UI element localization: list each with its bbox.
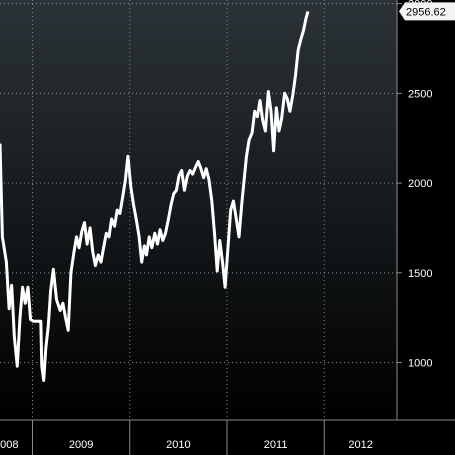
y-tick-label: 1500 <box>408 268 432 280</box>
x-tick-label: 2012 <box>348 439 372 451</box>
y-tick-label: 1000 <box>408 358 432 370</box>
last-value-text: 2956.62 <box>406 6 446 18</box>
x-axis: 2008 2009 2010 2011 2012 <box>0 419 455 455</box>
last-value-label: 2956.62 <box>399 2 455 21</box>
x-tick-label: 2008 <box>0 439 18 451</box>
x-tick-label: 2009 <box>69 439 93 451</box>
plot-background <box>0 0 397 420</box>
y-tick-label: 2500 <box>408 88 432 100</box>
x-tick-label: 2010 <box>166 439 190 451</box>
x-tick-label: 2011 <box>264 439 288 451</box>
series-line <box>0 10 310 382</box>
last-value-label-background <box>399 2 455 21</box>
y-tick-label: 2000 <box>408 178 432 190</box>
y-axis: 10001500200025003000 <box>396 0 432 420</box>
